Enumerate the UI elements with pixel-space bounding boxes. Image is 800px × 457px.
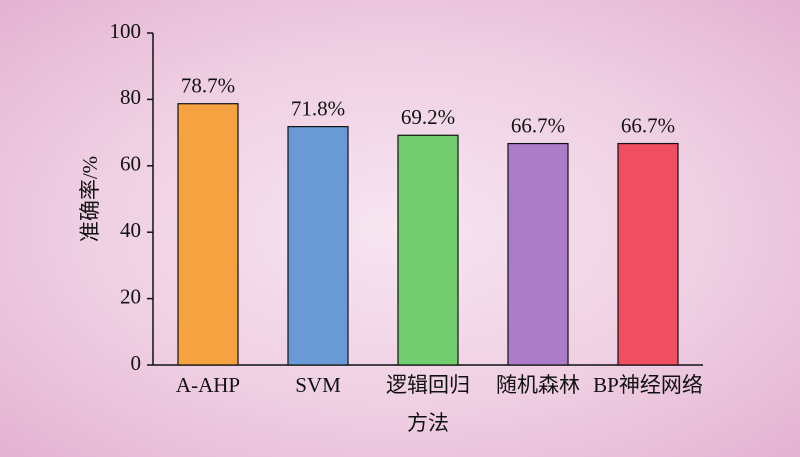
x-tick-label: A-AHP: [176, 373, 240, 397]
y-tick-label: 80: [120, 85, 141, 109]
value-label: 78.7%: [181, 74, 235, 98]
bar: [617, 142, 679, 366]
y-tick-label: 60: [120, 152, 141, 176]
y-axis-label: 准确率/%: [78, 156, 102, 242]
value-label: 66.7%: [511, 113, 565, 137]
x-tick-label: 随机森林: [496, 373, 580, 397]
y-tick-label: 40: [120, 218, 141, 242]
bar: [507, 142, 569, 366]
x-tick-label: BP神经网络: [593, 373, 703, 397]
bar: [397, 134, 459, 366]
y-tick-label: 20: [120, 284, 141, 308]
value-label: 66.7%: [621, 113, 675, 137]
y-tick-label: 0: [131, 351, 142, 375]
bar: [287, 126, 349, 366]
x-tick-label: SVM: [295, 373, 341, 397]
x-tick-label: 逻辑回归: [386, 373, 470, 397]
value-label: 69.2%: [401, 105, 455, 129]
value-label: 71.8%: [291, 96, 345, 120]
y-tick-label: 100: [110, 19, 142, 43]
bar: [177, 103, 239, 366]
x-axis-label: 方法: [407, 411, 449, 435]
